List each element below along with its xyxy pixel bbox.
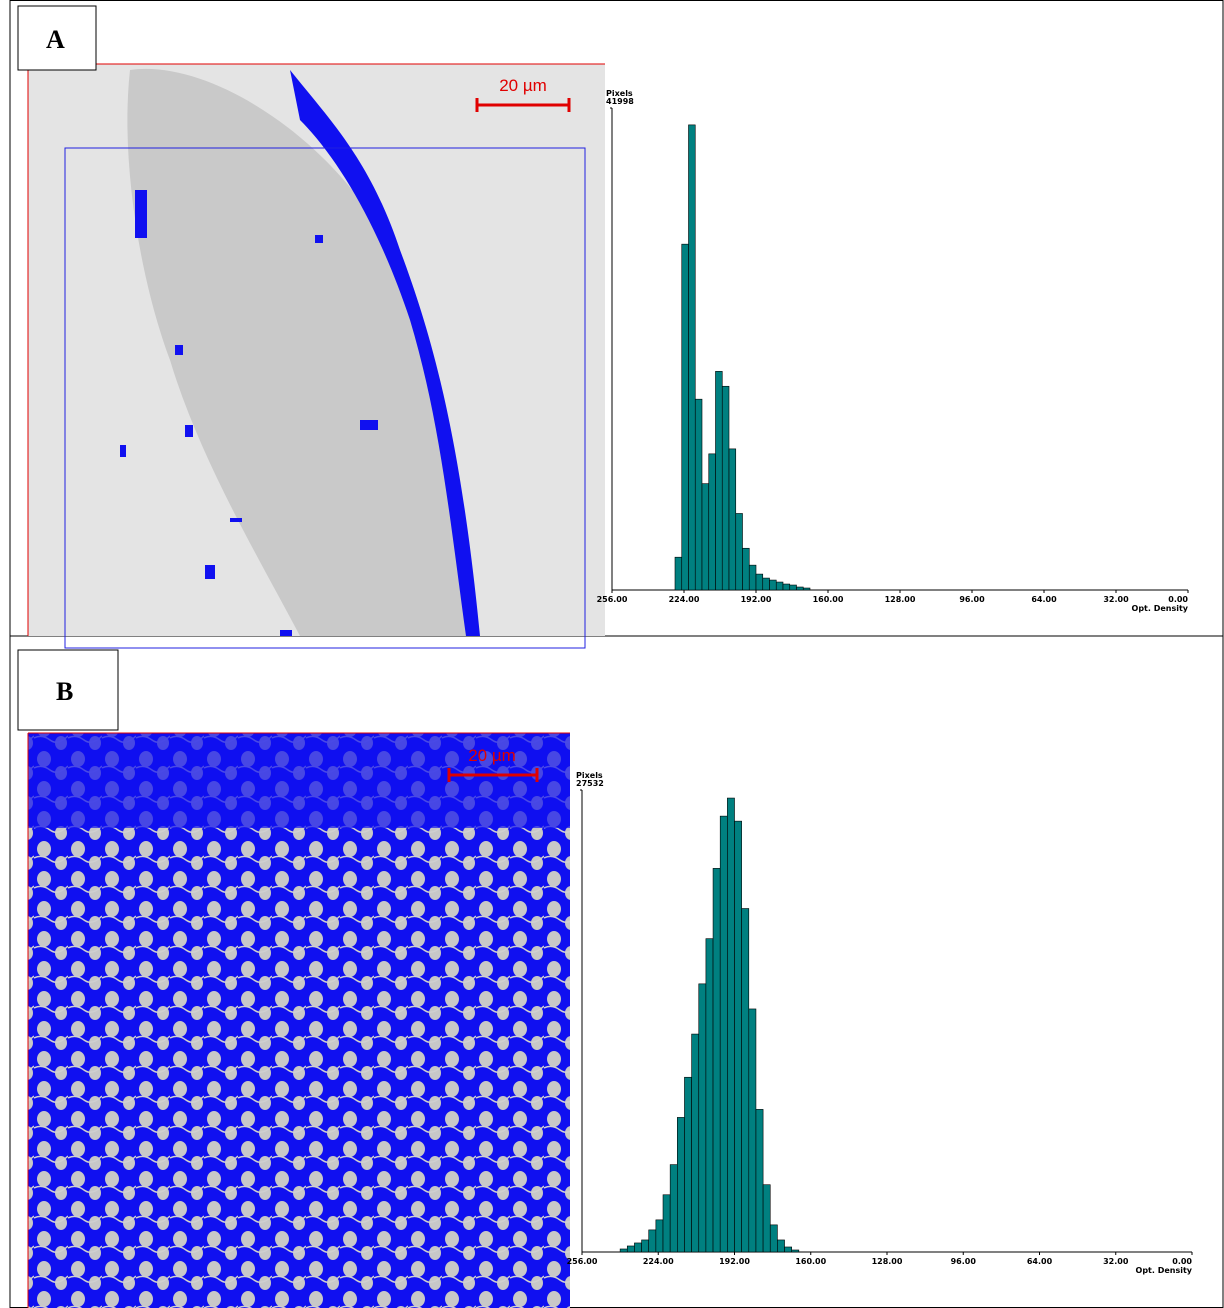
bar <box>626 1245 635 1253</box>
bar <box>662 1194 671 1253</box>
y-tick-label: 41998 <box>606 97 634 106</box>
bar <box>748 1008 757 1253</box>
bar <box>634 1242 642 1253</box>
bar <box>677 1117 685 1253</box>
bar <box>742 547 750 591</box>
bar <box>769 579 777 591</box>
x-tick-label: 224.00 <box>643 1257 674 1266</box>
roi <box>64 147 586 649</box>
bar <box>641 1239 650 1253</box>
bar <box>721 385 730 591</box>
x-tick-label: 32.00 <box>1103 595 1129 604</box>
x-tick-label: 0.00 <box>1172 1257 1192 1266</box>
bar <box>782 583 791 591</box>
bar <box>715 371 723 591</box>
stain <box>290 70 480 636</box>
x-tick-label: 64.00 <box>1027 1257 1053 1266</box>
bar <box>712 868 721 1253</box>
bar <box>784 1246 792 1253</box>
bar <box>755 573 764 591</box>
y-axis-title: Pixels <box>576 771 603 780</box>
bar <box>701 483 710 591</box>
bar <box>681 243 689 591</box>
bar <box>719 815 728 1253</box>
x-tick-label: 0.00 <box>1168 595 1188 604</box>
bar <box>674 556 683 591</box>
panel-label: A <box>46 25 65 54</box>
stain <box>28 733 570 828</box>
bar <box>741 908 750 1253</box>
y-axis-title: Pixels <box>606 89 633 98</box>
x-tick-label: 256.00 <box>597 595 628 604</box>
x-tick-label: 128.00 <box>872 1257 903 1266</box>
x-tick-label: 32.00 <box>1103 1257 1129 1266</box>
x-tick-label: 160.00 <box>813 595 844 604</box>
bar <box>748 564 757 591</box>
bar <box>777 1239 785 1253</box>
x-tick-label: 192.00 <box>741 595 772 604</box>
bar <box>789 584 797 591</box>
bar <box>669 1164 678 1253</box>
x-tick-label: 192.00 <box>719 1257 750 1266</box>
x-tick-label: 96.00 <box>959 595 985 604</box>
x-tick-label: 128.00 <box>885 595 916 604</box>
bar <box>708 453 716 591</box>
bar <box>769 1224 778 1253</box>
scale-bar <box>447 768 539 782</box>
panel-box <box>17 5 97 71</box>
scale-bar <box>475 98 571 112</box>
tissue <box>127 68 471 637</box>
bar <box>728 448 737 591</box>
x-axis-title: Opt. Density <box>1136 1266 1193 1275</box>
x-tick-label: 64.00 <box>1031 595 1057 604</box>
bar <box>735 513 743 591</box>
bar <box>775 581 784 591</box>
bar <box>705 938 714 1253</box>
y-tick-label: 27532 <box>576 779 604 788</box>
scale-label: 20 µm <box>499 76 547 95</box>
bar <box>762 1184 771 1253</box>
panel-label: B <box>56 677 73 706</box>
micrograph <box>28 733 570 1308</box>
x-tick-label: 224.00 <box>669 595 700 604</box>
bar <box>619 1248 628 1253</box>
bar <box>802 587 811 591</box>
bar <box>727 797 735 1253</box>
bar <box>734 820 742 1253</box>
bar <box>688 124 696 591</box>
bar <box>694 398 703 591</box>
bar <box>791 1249 800 1253</box>
x-tick-label: 256.00 <box>567 1257 598 1266</box>
bar <box>684 1076 692 1253</box>
x-tick-label: 160.00 <box>795 1257 826 1266</box>
bar <box>698 983 707 1253</box>
scale-label: 20 µm <box>468 746 516 765</box>
bar <box>755 1109 764 1253</box>
x-axis-title: Opt. Density <box>1132 604 1189 613</box>
bar <box>796 586 804 591</box>
bar <box>762 577 770 591</box>
bar <box>655 1219 664 1253</box>
stain-spots <box>120 190 378 636</box>
x-tick-label: 96.00 <box>951 1257 977 1266</box>
bar <box>691 1033 700 1253</box>
bar <box>648 1229 657 1253</box>
panel-box <box>17 649 119 731</box>
